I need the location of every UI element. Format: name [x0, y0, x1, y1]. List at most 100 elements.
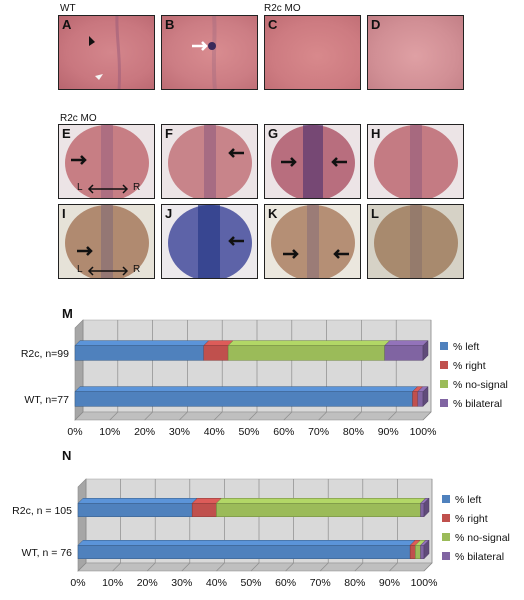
panel-letter: A [62, 17, 72, 32]
chart-n: 0% 10% 20% 30% 40% 50% 60% 70% 80% 90% 100% R2c, n … [12, 448, 510, 589]
black-arrow-icon [333, 249, 349, 259]
panel-letter: E [62, 126, 71, 141]
bar-top-left [74, 340, 210, 346]
gridline-floor [353, 411, 362, 421]
legend-swatch [440, 380, 448, 388]
x-tick-label: 0% [70, 577, 85, 589]
x-tick-label: 50% [240, 577, 261, 589]
white-arrowhead-icon [95, 74, 103, 80]
gridline-floor [144, 411, 153, 421]
legend-swatch [442, 514, 450, 522]
x-tick-label: 100% [410, 426, 437, 438]
gridline-floor [248, 411, 258, 421]
legend-label: % left [455, 494, 481, 506]
bar-top-left [74, 386, 419, 392]
gridline-floor [250, 562, 260, 572]
panel-b-image [192, 16, 217, 89]
legend-swatch [440, 342, 448, 350]
panel-letter: H [371, 126, 381, 141]
bar-segment-right [412, 391, 419, 407]
gridline-floor [387, 411, 397, 421]
gridline-floor [74, 411, 84, 421]
gridline-floor [422, 411, 432, 421]
panel-letter: I [62, 206, 66, 221]
panel-letter: M [62, 306, 73, 321]
legend-label: % right [453, 360, 486, 372]
panel-j-image [168, 205, 252, 278]
bar-end-face [423, 497, 430, 518]
double-arrow-icon [87, 266, 129, 276]
bar-end-face [422, 386, 429, 407]
x-tick-label: 30% [169, 426, 190, 438]
legend-label: % no-signal [455, 532, 510, 544]
panel-h-image [374, 125, 458, 198]
x-tick-label: 20% [134, 426, 155, 438]
panel-j: J [161, 204, 258, 279]
panel-i-image [65, 205, 149, 278]
legend-label: % bilateral [455, 551, 504, 563]
gridline-floor [181, 562, 191, 572]
bar-segment-right [191, 503, 217, 517]
x-tick-label: 10% [102, 577, 123, 589]
bar-segment-bilateral [420, 503, 425, 517]
group-label-r2c-mo-top: R2c MO [264, 3, 301, 14]
gridline-floor [77, 562, 87, 572]
gridline-floor [216, 562, 225, 572]
gridline-floor [112, 562, 121, 572]
legend-swatch [442, 552, 450, 560]
panel-l-image [374, 205, 458, 278]
x-tick-label: 10% [99, 426, 120, 438]
gridline-floor [285, 562, 294, 572]
gridline-floor [109, 411, 119, 421]
category-label: R2c, n = 105 [12, 505, 72, 517]
category-label: R2c, n=99 [21, 348, 69, 360]
gridline-floor [354, 562, 364, 572]
bar-segment-right [203, 345, 229, 361]
panel-h: H [367, 124, 464, 199]
black-arrow-icon [77, 246, 93, 256]
bar-segment-left [77, 503, 193, 517]
bar-segment-left [74, 391, 413, 407]
panel-c: C [264, 15, 361, 90]
x-tick-label: 70% [310, 577, 331, 589]
panel-g-image [271, 125, 355, 198]
bar-segment-nosignal [415, 545, 421, 559]
gridline-floor [146, 562, 156, 572]
panel-letter: N [62, 448, 71, 463]
axis-right-label: R [133, 264, 141, 275]
category-label: WT, n = 76 [22, 547, 73, 559]
x-tick-label: 20% [137, 577, 158, 589]
x-tick-label: 30% [171, 577, 192, 589]
panel-a-image [89, 16, 121, 89]
bar-segment-nosignal [216, 503, 421, 517]
category-label: WT, n=77 [24, 394, 69, 406]
panel-k: K [264, 204, 361, 279]
panel-letter: K [268, 206, 278, 221]
legend-label: % left [453, 341, 479, 353]
panel-e: E L R [58, 124, 155, 199]
legend-swatch [442, 533, 450, 541]
double-arrow-icon [87, 184, 129, 194]
bar-end-face [422, 340, 429, 361]
group-label-wt: WT [60, 3, 76, 14]
gridline-floor [213, 411, 223, 421]
gridline-floor [389, 562, 398, 572]
bar-segment-left [74, 345, 205, 361]
panel-g: G [264, 124, 361, 199]
x-tick-label: 40% [206, 577, 227, 589]
gridline-floor [423, 562, 433, 572]
black-arrow-icon [228, 236, 244, 246]
panel-l: L [367, 204, 464, 279]
panel-e-image [65, 125, 149, 198]
panel-letter: G [268, 126, 279, 141]
panel-d: D [367, 15, 464, 90]
bar-top-nosignal [215, 498, 427, 504]
chart-m: 0% 10% 20% 30% 40% 50% 60% 70% 80% 90% 100% R2c, n=… [21, 306, 508, 438]
x-tick-label: 40% [204, 426, 225, 438]
bar-segment-bilateral [420, 545, 425, 559]
legend-swatch [440, 399, 448, 407]
black-arrow-icon [331, 157, 347, 167]
gridline-floor [179, 411, 188, 421]
legend-swatch [440, 361, 448, 369]
bar-end-face [423, 539, 430, 560]
